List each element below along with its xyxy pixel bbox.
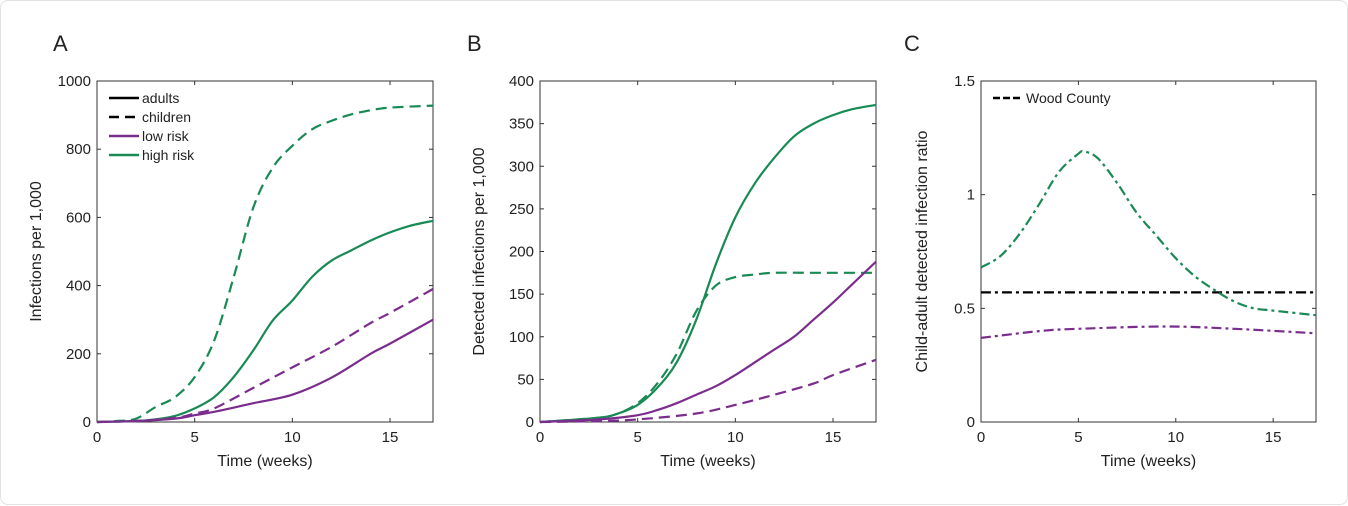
series-line-low-risk-adults bbox=[96, 318, 434, 424]
x-tick-label: 15 bbox=[1265, 429, 1282, 446]
plot-frame bbox=[980, 80, 1317, 423]
y-tick-label: 150 bbox=[509, 286, 534, 303]
x-tick-label: 0 bbox=[93, 429, 101, 446]
x-tick-label: 0 bbox=[977, 429, 985, 446]
y-axis-label: Child-adult detected infection ratio bbox=[914, 130, 931, 372]
x-tick-label: 0 bbox=[536, 429, 544, 446]
series-line-high-risk-children bbox=[96, 104, 434, 424]
series-line-low-risk-children bbox=[96, 288, 434, 424]
y-tick-label: 100 bbox=[509, 329, 534, 346]
series-line-high-risk-adults bbox=[96, 219, 434, 424]
y-tick-label: 0 bbox=[83, 414, 91, 431]
series-line-high-risk-adults bbox=[539, 103, 877, 424]
series-line-high-risk-children bbox=[539, 271, 876, 424]
y-tick-label: 250 bbox=[509, 201, 534, 218]
y-tick-label: 0 bbox=[526, 414, 534, 431]
panel-a: A 0 5 10 15 0 200 400 600 800 1000 Time (weeks) Infe… bbox=[28, 31, 434, 470]
legend-label: children bbox=[142, 109, 191, 125]
y-tick-label: 300 bbox=[509, 158, 534, 175]
x-axis-label: Time (weeks) bbox=[217, 453, 312, 470]
x-tick-label: 5 bbox=[191, 429, 199, 446]
plot-frame bbox=[539, 80, 877, 423]
y-tick-label: 400 bbox=[509, 73, 534, 90]
legend-label: Wood County bbox=[1026, 90, 1111, 106]
panel-label: A bbox=[53, 31, 68, 56]
series-line-high-risk bbox=[980, 149, 1317, 317]
y-tick-label: 200 bbox=[509, 244, 534, 261]
x-tick-label: 10 bbox=[1167, 429, 1184, 446]
x-tick-label: 15 bbox=[382, 429, 399, 446]
panel-label: C bbox=[904, 31, 920, 56]
y-tick-label: 1 bbox=[967, 187, 975, 204]
plot-frame bbox=[96, 80, 434, 423]
panel-label: B bbox=[467, 31, 482, 56]
panel-c: C 0 5 10 15 0 0.5 1 1.5 Time (weeks) Child-adult d… bbox=[904, 31, 1317, 470]
y-tick-label: 1000 bbox=[58, 73, 91, 90]
x-tick-label: 10 bbox=[727, 429, 744, 446]
legend: Wood County bbox=[993, 90, 1111, 106]
series-line-low-risk-children bbox=[539, 358, 877, 424]
y-tick-label: 50 bbox=[517, 371, 534, 388]
legend-label: adults bbox=[142, 90, 179, 106]
y-tick-label: 400 bbox=[66, 278, 91, 295]
x-tick-label: 10 bbox=[284, 429, 301, 446]
y-tick-label: 1.5 bbox=[954, 73, 975, 90]
y-tick-label: 200 bbox=[66, 346, 91, 363]
y-axis-label: Detected infections per 1,000 bbox=[471, 147, 488, 355]
x-axis-label: Time (weeks) bbox=[1101, 453, 1196, 470]
y-tick-label: 600 bbox=[66, 209, 91, 226]
series-line-low-risk-adults bbox=[539, 260, 877, 424]
x-tick-label: 15 bbox=[825, 429, 842, 446]
y-tick-label: 0 bbox=[967, 414, 975, 431]
legend-label: low risk bbox=[142, 128, 190, 144]
legend: adults children low risk high risk bbox=[109, 90, 195, 163]
x-tick-label: 5 bbox=[634, 429, 642, 446]
x-axis-label: Time (weeks) bbox=[660, 453, 755, 470]
y-axis-label: Infections per 1,000 bbox=[28, 181, 45, 322]
y-tick-label: 800 bbox=[66, 141, 91, 158]
series-line-low-risk bbox=[980, 325, 1317, 339]
y-tick-label: 0.5 bbox=[954, 300, 975, 317]
y-tick-label: 350 bbox=[509, 116, 534, 133]
legend-label: high risk bbox=[142, 147, 195, 163]
x-tick-label: 5 bbox=[1074, 429, 1082, 446]
